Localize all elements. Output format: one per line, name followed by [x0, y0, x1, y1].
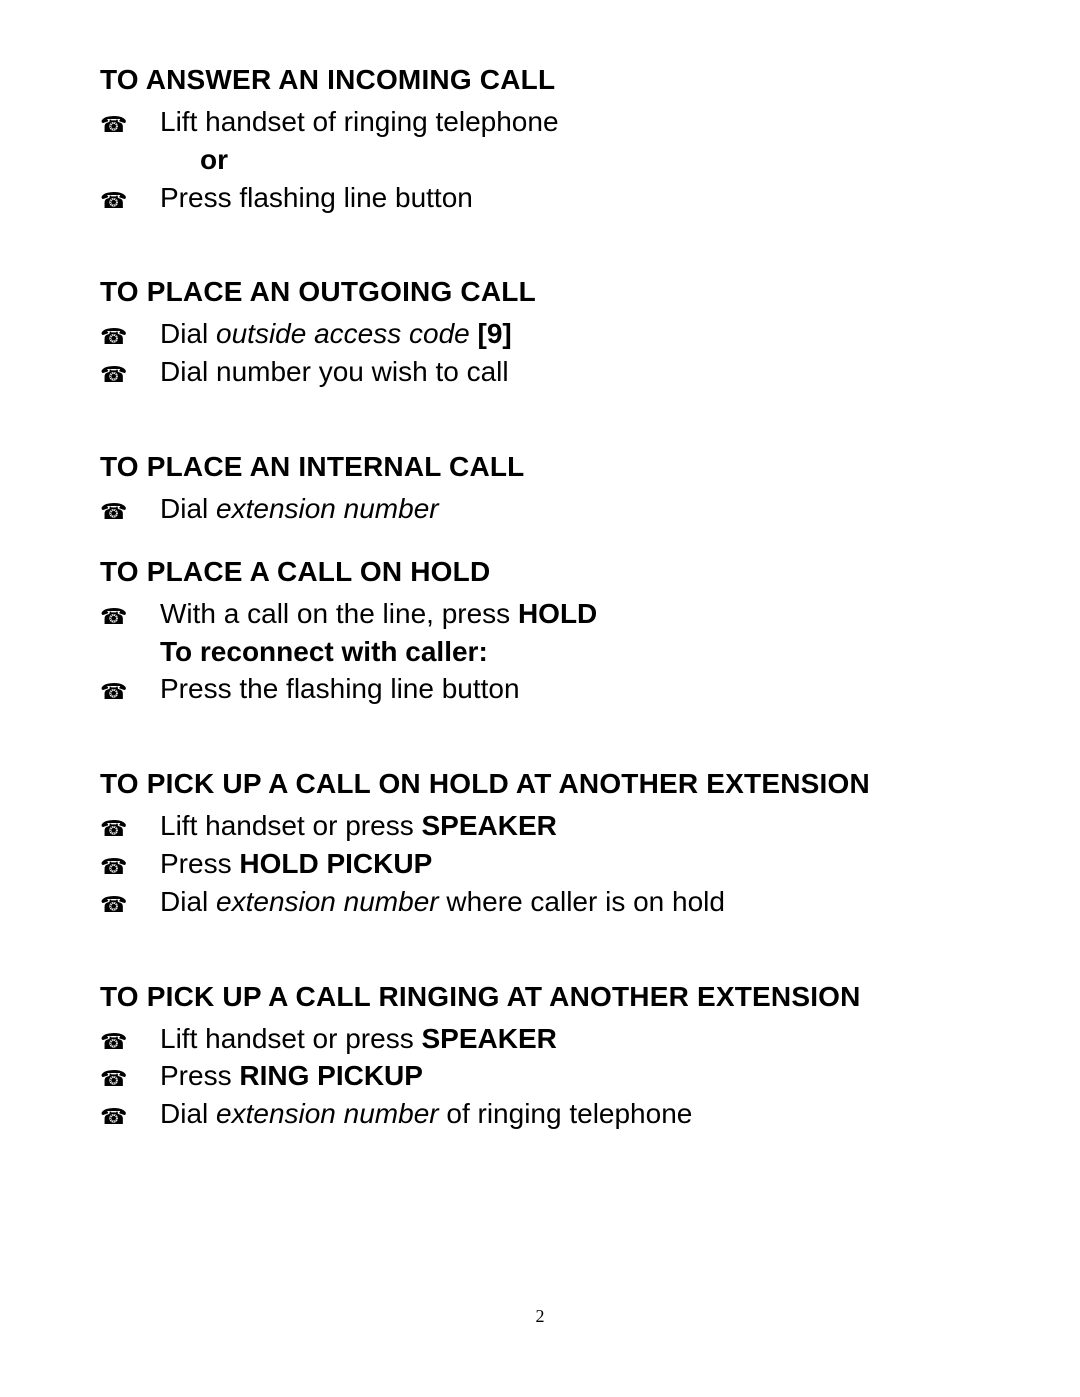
phone-icon: ☎ [100, 1022, 160, 1060]
list-item-text: Dial extension number where caller is on… [160, 883, 980, 921]
phone-icon: ☎ [100, 885, 160, 923]
section-internal-call: TO PLACE AN INTERNAL CALL ☎ Dial extensi… [100, 449, 980, 528]
section-pickup-hold-other-ext: TO PICK UP A CALL ON HOLD AT ANOTHER EXT… [100, 766, 980, 920]
list-item: ☎ With a call on the line, press HOLD [100, 595, 980, 633]
sub-line-reconnect: To reconnect with caller: [100, 633, 980, 671]
list-item-text: Dial extension number [160, 490, 980, 528]
section-heading: TO PLACE AN INTERNAL CALL [100, 449, 980, 484]
section-heading: TO PICK UP A CALL RINGING AT ANOTHER EXT… [100, 979, 980, 1014]
list-item: ☎ Dial number you wish to call [100, 353, 980, 391]
section-call-on-hold: TO PLACE A CALL ON HOLD ☎ With a call on… [100, 554, 980, 708]
phone-icon: ☎ [100, 809, 160, 847]
list-item-text: Press RING PICKUP [160, 1057, 980, 1095]
phone-icon: ☎ [100, 1097, 160, 1135]
list-item: ☎ Press flashing line button [100, 179, 980, 217]
list-item: ☎ Dial extension number [100, 490, 980, 528]
phone-icon: ☎ [100, 672, 160, 710]
list-item: ☎ Dial extension number of ringing telep… [100, 1095, 980, 1133]
sub-line-or: or [100, 141, 980, 179]
section-outgoing-call: TO PLACE AN OUTGOING CALL ☎ Dial outside… [100, 274, 980, 391]
list-item-text: Lift handset or press SPEAKER [160, 1020, 980, 1058]
section-answer-incoming: TO ANSWER AN INCOMING CALL ☎ Lift handse… [100, 62, 980, 216]
list-item: ☎ Lift handset or press SPEAKER [100, 1020, 980, 1058]
list-item-text: Lift handset of ringing telephone [160, 103, 980, 141]
section-heading: TO PICK UP A CALL ON HOLD AT ANOTHER EXT… [100, 766, 980, 801]
list-item-text: Press the flashing line button [160, 670, 980, 708]
list-item-text: Press flashing line button [160, 179, 980, 217]
phone-icon: ☎ [100, 492, 160, 530]
list-item: ☎ Press RING PICKUP [100, 1057, 980, 1095]
list-item: ☎ Dial outside access code [9] [100, 315, 980, 353]
list-item: ☎ Lift handset or press SPEAKER [100, 807, 980, 845]
list-item: ☎ Lift handset of ringing telephone [100, 103, 980, 141]
list-item-text: Dial number you wish to call [160, 353, 980, 391]
page-number: 2 [0, 1306, 1080, 1327]
list-item: ☎ Dial extension number where caller is … [100, 883, 980, 921]
list-item-text: Dial outside access code [9] [160, 315, 980, 353]
section-heading: TO ANSWER AN INCOMING CALL [100, 62, 980, 97]
phone-icon: ☎ [100, 181, 160, 219]
phone-icon: ☎ [100, 847, 160, 885]
section-heading: TO PLACE A CALL ON HOLD [100, 554, 980, 589]
document-page: TO ANSWER AN INCOMING CALL ☎ Lift handse… [0, 0, 1080, 1397]
phone-icon: ☎ [100, 1059, 160, 1097]
list-item: ☎ Press HOLD PICKUP [100, 845, 980, 883]
list-item-text: With a call on the line, press HOLD [160, 595, 980, 633]
phone-icon: ☎ [100, 597, 160, 635]
list-item-text: Dial extension number of ringing telepho… [160, 1095, 980, 1133]
list-item: ☎ Press the flashing line button [100, 670, 980, 708]
section-heading: TO PLACE AN OUTGOING CALL [100, 274, 980, 309]
phone-icon: ☎ [100, 317, 160, 355]
phone-icon: ☎ [100, 105, 160, 143]
phone-icon: ☎ [100, 355, 160, 393]
section-pickup-ringing-other-ext: TO PICK UP A CALL RINGING AT ANOTHER EXT… [100, 979, 980, 1133]
list-item-text: Press HOLD PICKUP [160, 845, 980, 883]
list-item-text: Lift handset or press SPEAKER [160, 807, 980, 845]
